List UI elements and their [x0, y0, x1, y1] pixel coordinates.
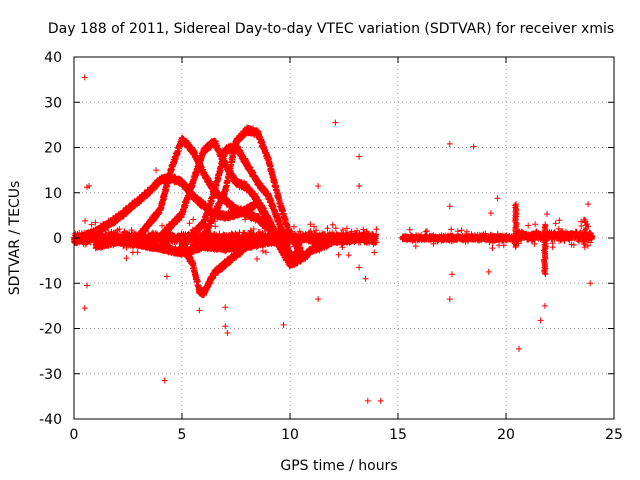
y-tick-label: 40	[44, 50, 62, 66]
y-tick-label: 30	[44, 95, 62, 111]
y-tick-label: -40	[39, 412, 62, 428]
x-tick-label: 5	[178, 427, 187, 443]
x-tick-label: 15	[389, 427, 407, 443]
y-tick-label: 0	[53, 231, 62, 247]
data-points	[71, 74, 596, 404]
x-tick-label: 25	[605, 427, 623, 443]
y-tick-label: 10	[44, 186, 62, 202]
chart-title: Day 188 of 2011, Sidereal Day-to-day VTE…	[48, 21, 614, 37]
x-tick-label: 10	[281, 427, 299, 443]
y-tick-label: 20	[44, 141, 62, 157]
y-tick-label: -30	[39, 367, 62, 383]
x-axis-label: GPS time / hours	[280, 458, 397, 474]
axis-ticks: 0 5 10 15 20 25 -40 -30 -20 -10 0 10 20 30 40	[39, 50, 623, 443]
y-tick-label: -20	[39, 322, 62, 338]
y-axis-label: SDTVAR / TECUs	[7, 181, 23, 296]
x-tick-label: 0	[70, 427, 79, 443]
x-tick-label: 20	[497, 427, 515, 443]
scatter-markers	[71, 74, 596, 404]
y-tick-label: -10	[39, 276, 62, 292]
